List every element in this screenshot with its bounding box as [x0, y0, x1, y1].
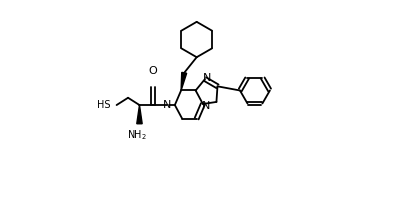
Text: HS: HS — [97, 100, 111, 110]
Text: N: N — [201, 101, 209, 111]
Text: N: N — [162, 100, 171, 110]
Text: N: N — [203, 73, 211, 83]
Polygon shape — [137, 105, 142, 124]
Text: O: O — [148, 66, 157, 76]
Text: NH$_2$: NH$_2$ — [127, 128, 147, 142]
Polygon shape — [181, 72, 186, 90]
